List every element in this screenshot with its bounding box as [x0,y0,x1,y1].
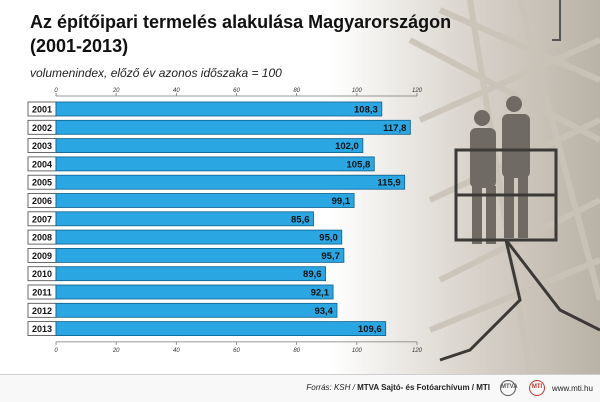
x-tick-label-top: 0 [54,88,58,94]
bar [55,193,355,208]
x-tick-label-bottom: 20 [112,348,120,354]
value-label: 89,6 [303,269,322,280]
bar [55,266,326,282]
value-label: 95,0 [319,233,338,244]
x-tick-label-bottom: 40 [173,348,180,354]
bar [55,211,314,227]
x-tick-label-top: 100 [352,88,363,94]
source-prefix: Forrás: KSH / [306,383,358,392]
value-label: 92,1 [311,288,330,299]
value-label: 117,8 [383,123,406,134]
category-label: 2003 [32,141,52,151]
x-tick-label-bottom: 80 [293,348,300,354]
x-tick-label-bottom: 60 [233,348,240,354]
x-tick-label-top: 60 [233,88,240,94]
category-label: 2001 [32,105,52,115]
x-tick-label-bottom: 120 [412,348,423,354]
x-tick-label-top: 120 [412,88,423,94]
x-tick-label-bottom: 0 [54,348,58,354]
value-label: 99,1 [332,196,351,207]
category-label: 2002 [32,123,52,133]
source-agency: MTVA Sajtó- és Fotóarchívum / MTI [357,383,490,392]
value-label: 85,6 [291,214,310,225]
category-label: 2009 [32,251,52,261]
category-label: 2007 [32,214,52,224]
value-label: 102,0 [335,141,359,152]
chart-title-line-2: (2001-2013) [30,36,129,56]
x-tick-label-top: 40 [173,88,180,94]
bar [55,138,364,154]
bar [55,119,411,135]
x-tick-label-top: 20 [112,88,120,94]
bar [55,101,383,117]
value-label: 109,6 [358,324,382,335]
bar [55,229,343,245]
x-tick-label-bottom: 100 [352,348,363,354]
category-label: 2004 [32,159,52,169]
website-label: www.mti.hu [552,384,593,393]
bar [55,247,345,263]
chart-subtitle: volumenindex, előző év azonos időszaka =… [30,66,282,80]
category-label: 2012 [32,306,52,316]
category-label: 2013 [32,324,52,334]
value-label: 93,4 [314,306,333,317]
value-label: 105,8 [347,159,371,170]
chart-title-line-1: Az építőipari termelés alakulása Magyaro… [30,12,452,32]
footer-bar: Forrás: KSH / MTVA Sajtó- és Fotóarchívu… [0,374,600,402]
category-label: 2005 [32,178,52,188]
bar [55,174,406,190]
bar [55,302,338,318]
bar [55,284,334,300]
value-label: 95,7 [321,251,340,262]
value-label: 115,9 [377,178,400,189]
bar [55,321,387,337]
category-label: 2010 [32,269,52,279]
source-credit: Forrás: KSH / MTVA Sajtó- és Fotóarchívu… [306,383,490,392]
category-label: 2008 [32,233,52,243]
mtva-logo: MTVA [500,380,518,396]
category-label: 2011 [32,288,52,298]
mti-logo: MTI [529,380,545,396]
category-label: 2006 [32,196,52,206]
value-label: 108,3 [354,105,378,116]
bar [55,156,375,172]
x-tick-label-top: 80 [293,88,300,94]
